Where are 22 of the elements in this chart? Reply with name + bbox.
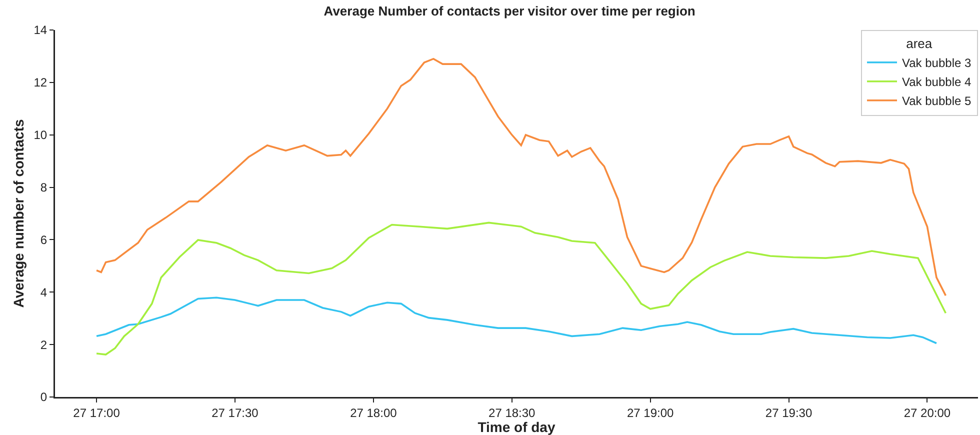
x-tick-label: 27 18:00 bbox=[350, 406, 398, 420]
legend-label: Vak bubble 5 bbox=[902, 94, 972, 108]
legend-label: Vak bubble 3 bbox=[902, 56, 972, 70]
y-tick-label: 0 bbox=[40, 390, 48, 404]
y-tick-label: 4 bbox=[40, 285, 48, 300]
chart-title: Average Number of contacts per visitor over time per region bbox=[324, 4, 696, 19]
x-tick-label: 27 19:30 bbox=[765, 406, 812, 420]
y-tick-label: 8 bbox=[40, 180, 48, 194]
x-tick-label: 27 17:00 bbox=[73, 406, 120, 420]
y-tick-label: 14 bbox=[34, 23, 48, 38]
legend-label: Vak bubble 4 bbox=[902, 75, 972, 90]
y-tick-label: 6 bbox=[40, 232, 48, 247]
y-tick-label: 12 bbox=[34, 76, 48, 90]
x-axis-title: Time of day bbox=[478, 419, 556, 435]
x-tick-label: 27 20:00 bbox=[904, 406, 951, 420]
y-axis-title: Average number of contacts bbox=[10, 119, 27, 308]
y-tick-label: 10 bbox=[34, 128, 48, 142]
legend-title: area bbox=[906, 36, 933, 51]
x-tick-label: 27 19:00 bbox=[626, 406, 674, 420]
x-tick-label: 27 17:30 bbox=[212, 406, 259, 420]
y-tick-label: 2 bbox=[40, 338, 48, 352]
x-tick-label: 27 18:30 bbox=[488, 406, 536, 420]
